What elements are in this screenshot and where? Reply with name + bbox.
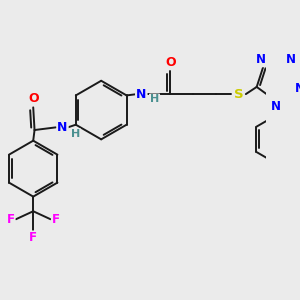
- Text: F: F: [7, 213, 15, 226]
- Text: H: H: [71, 129, 80, 139]
- Text: F: F: [29, 231, 37, 244]
- Text: N: N: [256, 53, 266, 66]
- Text: O: O: [28, 92, 38, 105]
- Text: N: N: [57, 121, 68, 134]
- Text: N: N: [286, 53, 296, 66]
- Text: N: N: [136, 88, 146, 100]
- Text: F: F: [52, 213, 60, 226]
- Text: H: H: [150, 94, 159, 104]
- Text: S: S: [234, 88, 243, 100]
- Text: N: N: [295, 82, 300, 95]
- Text: N: N: [271, 100, 281, 113]
- Text: O: O: [165, 56, 176, 69]
